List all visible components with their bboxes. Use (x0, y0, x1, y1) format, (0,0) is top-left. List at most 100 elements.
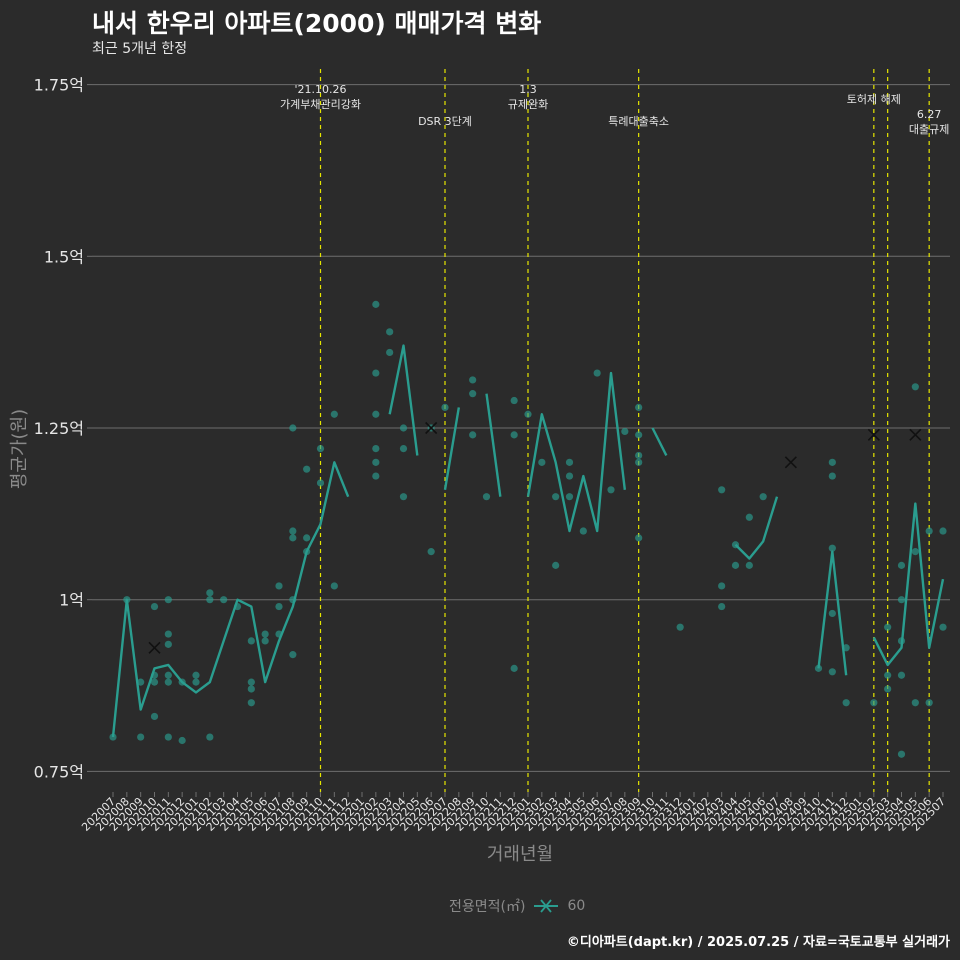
data-point-20 (206, 733, 214, 741)
data-point-45 (372, 369, 380, 377)
data-point-8 (164, 678, 172, 686)
data-point-57 (441, 403, 449, 411)
series-60-segment-0 (111, 461, 350, 738)
data-point-92 (828, 472, 836, 480)
data-point-76 (635, 403, 643, 411)
series-60-segment-7 (817, 550, 848, 676)
data-point-50 (386, 328, 394, 336)
data-point-107 (911, 383, 919, 391)
data-point-2 (137, 678, 145, 686)
data-point-28 (261, 637, 269, 645)
data-point-43 (330, 582, 338, 590)
data-point-86 (731, 561, 740, 569)
data-point-29 (275, 602, 283, 611)
data-point-80 (635, 534, 643, 542)
data-point-16 (192, 678, 200, 686)
data-point-18 (206, 596, 214, 604)
data-point-68 (552, 561, 560, 569)
data-point-33 (289, 534, 297, 542)
scatter-points (109, 300, 947, 758)
cross-marker-4-b (909, 428, 922, 441)
data-point-36 (289, 651, 297, 659)
event-label-0-0: '21.10.26 (294, 83, 346, 96)
series-60-segment-8 (872, 502, 945, 667)
data-point-44 (372, 300, 380, 308)
data-point-40 (316, 445, 325, 453)
event-label-6-0: 6.27 (917, 108, 942, 121)
data-point-66 (538, 458, 546, 466)
y-axis-title-text: 평균가(원) (9, 408, 30, 490)
data-point-97 (842, 699, 850, 707)
event-label-3-0: 특례대출축소 (608, 115, 669, 128)
data-point-67 (552, 493, 560, 501)
data-point-17 (192, 671, 200, 679)
cross-marker-0 (148, 641, 161, 654)
data-point-63 (510, 431, 518, 439)
event-lines (319, 69, 930, 792)
event-label-6-1: 대출규제 (909, 123, 949, 136)
data-point-83 (718, 582, 726, 590)
data-point-62 (510, 396, 518, 405)
data-point-60 (469, 431, 477, 439)
data-point-24 (247, 678, 255, 686)
data-point-99 (884, 623, 892, 631)
data-point-81 (676, 623, 684, 631)
data-point-70 (565, 472, 574, 480)
data-point-87 (745, 513, 753, 521)
data-point-47 (372, 458, 380, 466)
data-point-19 (206, 589, 214, 597)
data-point-13 (164, 733, 172, 741)
cross-marker-1 (425, 421, 438, 435)
data-point-9 (164, 630, 172, 638)
data-point-4 (150, 678, 159, 686)
series-60-segment-6 (734, 496, 779, 560)
data-point-51 (386, 348, 394, 357)
y-tick-label-0: 0.75억 (34, 762, 84, 781)
series-60-segment-1 (388, 344, 419, 456)
cross-marker-2-b (784, 456, 797, 469)
cross-marker-3 (867, 428, 880, 441)
legend-entry-60: 60 (567, 898, 586, 914)
data-point-78 (635, 458, 643, 466)
data-point-3 (137, 733, 145, 741)
data-point-54 (399, 493, 408, 501)
data-point-6 (150, 602, 159, 611)
data-point-93 (828, 544, 836, 552)
series-60-segment-2 (443, 407, 461, 491)
data-point-75 (621, 427, 629, 436)
data-point-71 (565, 493, 574, 501)
data-point-113 (939, 623, 947, 631)
event-label-2-0: 1.3 (519, 83, 537, 96)
data-point-65 (524, 410, 532, 418)
legend: 전용면적(㎡) 60 (449, 896, 585, 916)
data-point-82 (718, 486, 726, 494)
y-tick-label-3: 1.5억 (44, 247, 84, 266)
data-point-111 (925, 699, 933, 707)
data-point-105 (897, 671, 906, 679)
data-point-95 (828, 668, 836, 676)
data-point-41 (316, 479, 325, 487)
data-point-27 (261, 630, 269, 638)
data-point-90 (814, 664, 823, 672)
data-point-0 (109, 733, 117, 741)
data-point-25 (247, 685, 255, 693)
event-label-0-1: 가계부채관리강화 (280, 98, 361, 111)
cross-markers (148, 421, 922, 654)
data-point-12 (164, 596, 172, 604)
data-point-109 (911, 699, 919, 707)
data-point-48 (372, 445, 380, 453)
data-point-35 (289, 424, 297, 432)
cross-marker-3-b (867, 428, 880, 441)
data-point-94 (828, 609, 836, 618)
data-point-106 (897, 750, 906, 758)
series-60-segment-3 (485, 393, 502, 497)
y-tick-label-4: 1.75억 (34, 76, 84, 95)
data-point-37 (303, 465, 311, 473)
y-tick-label-2: 1.25억 (34, 419, 84, 438)
data-point-49 (372, 472, 380, 480)
data-point-61 (482, 493, 491, 501)
data-point-103 (897, 596, 906, 604)
data-point-56 (427, 548, 435, 556)
